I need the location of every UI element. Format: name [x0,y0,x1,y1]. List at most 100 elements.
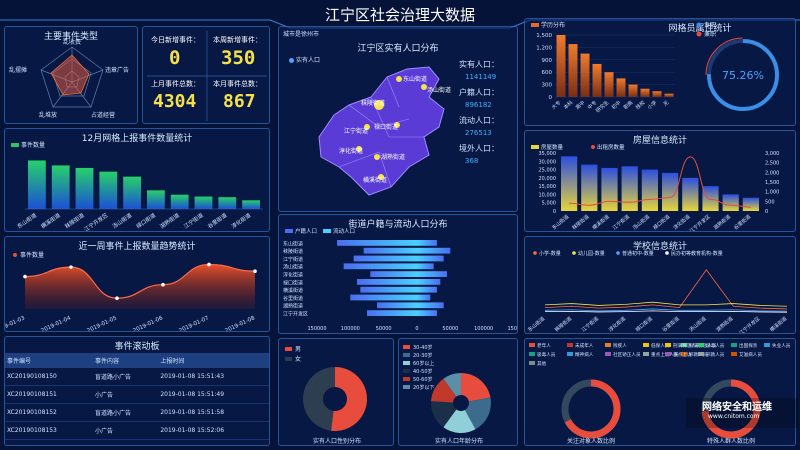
tick-label: 横溪街道 [283,287,303,294]
bar [417,286,437,293]
table-row[interactable]: XC20190108152 盲道路小广告 2019-01-08 15:51:58 [5,403,269,422]
ring-center-label: 75.26% [722,69,764,82]
legend-swatch [285,347,292,351]
bar [556,35,566,97]
tick-label: 100000 [341,326,360,332]
bar [417,279,441,285]
map-place-label: 禄口街道 [374,123,398,131]
bar [417,271,447,277]
tick-label: 禄口街道 [634,315,654,333]
legend-swatch [591,145,595,149]
legend-label: 专职 [704,21,716,29]
district-map[interactable]: 秣陵街道 东山街道 江宁街道 禄口街道 淳化街道 汤山街道 横溪街道 湖熟街道 [279,27,518,212]
tick-label: 江宁开发区 [738,315,762,334]
legend-label: 低保人员 [651,342,670,349]
map-point [394,122,400,128]
map-info: 实有人口： 1141149 户籍人口： 896182 流动人口： 276513 … [459,59,499,171]
legend-label: 男 [295,346,301,353]
event-table: 事件编号 事件内容 上报时间 XC20190108150 盲道路小广告 2019-0… [5,353,269,440]
series-line [544,308,788,312]
tick-label: 0 [549,95,553,101]
bar [742,197,759,211]
legend-swatch [323,229,331,233]
legend-swatch [605,343,611,347]
chart-title: 关注对象人数比例 [567,437,615,445]
legend-label: 出租房数量 [597,143,625,151]
tick-label: 横溪街道 [591,213,611,231]
info-label: 境外人口： [459,144,499,153]
pie-slice [302,367,335,431]
bar [99,171,118,209]
col-header[interactable]: 事件编号 [5,353,93,368]
age-chart: 30-40岁20-30岁60岁以上40-50岁50-60岁20岁以下实有人口年龄… [403,344,491,445]
radar-title: 主要事件类型 [43,32,98,42]
legend-label: 出国探亲 [739,342,758,349]
legend-swatch [285,357,292,361]
tick-label: 职高 [622,99,634,111]
watermark-title: 网络安全和运维 [702,402,772,413]
legend-swatch [665,251,669,255]
tick-label: 2019-01-03 [5,315,26,332]
tick-label: 0 [765,209,768,215]
table-row[interactable]: XC20190108150 盲道路小广告 2019-01-08 15:51:43 [5,368,269,386]
legend-swatch [529,343,535,347]
grid-staff-title: 网格员属性统计 [668,24,732,34]
tick-label: 600 [542,70,553,76]
tick-label: 1,500 [765,180,779,186]
stats-panel: 今日新增事件： 0 本周新增事件： 350 上月事件总数： 4304 本月事件总… [142,26,270,124]
watermark: 网络安全和运维 www.cnitom.com [686,398,798,428]
bar [640,88,650,97]
tick-label: 30,000 [539,159,557,165]
legend-swatch [13,253,17,257]
legend-swatch [665,352,671,356]
tick-label: 2019-01-06 [132,315,164,332]
col-header[interactable]: 上报时间 [158,353,269,368]
legend-label: 老年人 [537,342,551,349]
map-subtitle: 城市是徐州市 [283,31,320,38]
tick-label: 江宁开发区 [688,213,712,232]
education-chart: 学历分布 0 300 600 900 1,200 1,500 大专 本科 高中 中专研究生 初中 职高技… [531,21,781,114]
line [24,263,256,299]
map-point [364,124,370,130]
legend-label: 普通初中-数量 [622,250,654,257]
legend-label: 吸毒人员 [706,342,725,349]
tick-label: 淳化街道 [283,272,303,279]
map-place-label: 汤山街道 [427,86,451,94]
legend-label: 小学-数量 [539,250,561,257]
table-row[interactable]: XC20190108151 小广告 2019-01-08 15:51:49 [5,385,269,404]
week-label: 本周新增事件： [213,36,262,44]
pie-slice [431,378,457,403]
bar [377,302,417,309]
chart-title: 特殊人群人数比例 [707,437,755,445]
table-row[interactable]: XC20190108153 小广告 2019-01-08 15:52:06 [5,421,269,440]
map-point [374,100,384,110]
tick-label: 500 [765,199,775,205]
pie-slice [330,367,367,431]
tick-label: 禄口街道 [652,213,672,231]
tick-label: 2,000 [765,170,779,176]
legend-swatch [698,352,704,356]
tick-label: 300 [542,83,553,89]
line [569,156,751,208]
tick-label: 东山街道 [283,240,303,247]
legend-label: 民办初等教育机构-数量 [671,250,723,257]
tick-label: 东山街道 [526,315,546,333]
tick-label: 150000 [307,326,326,332]
legend-swatch [681,352,687,356]
legend-swatch [567,343,573,347]
tick-label: 25,000 [539,168,557,174]
legend-swatch [731,352,737,356]
col-header[interactable]: 事件内容 [92,353,159,368]
bar [417,255,444,262]
legend-swatch [681,343,687,347]
tick-label: 湖熟街道 [715,315,735,333]
legend-swatch [643,352,649,356]
tick-label: 禄口街道 [283,279,303,286]
info-value: 1141149 [465,73,497,81]
bar [170,194,189,209]
legend-swatch [643,343,649,347]
bar [568,44,578,97]
housing-title: 房屋信息统计 [632,136,687,146]
legend-label: 重点上访 [673,351,692,358]
